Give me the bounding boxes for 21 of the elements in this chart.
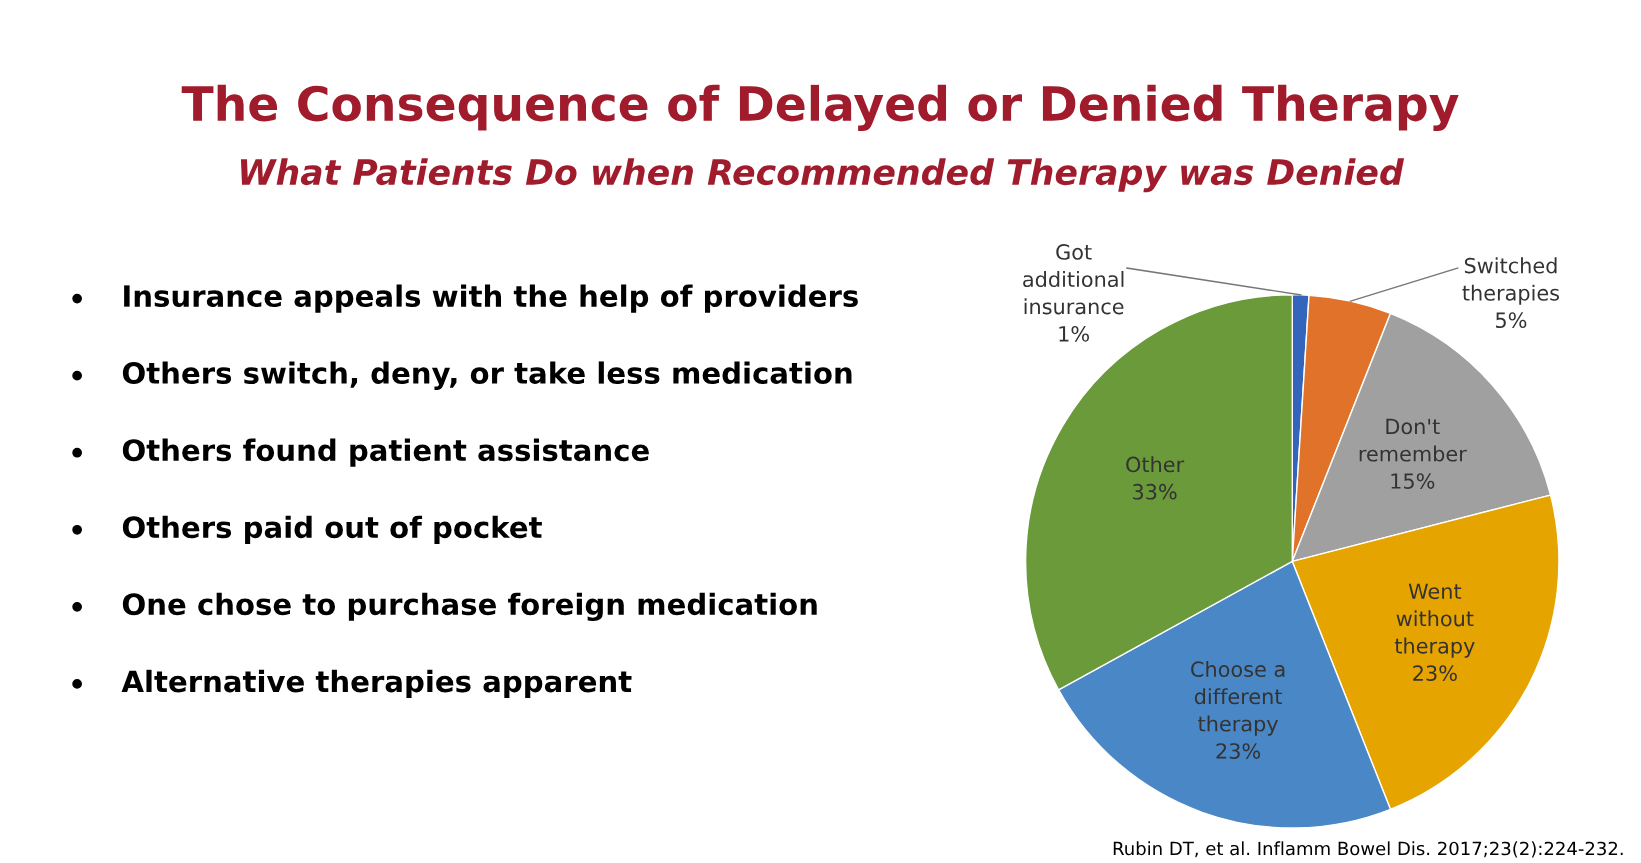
data-label: 33%	[1133, 483, 1177, 500]
text: Others paid out of pocket	[122, 515, 542, 544]
slice-label: Other	[1126, 456, 1185, 473]
data-label: 23%	[1413, 665, 1457, 681]
data-label: 15%	[1391, 473, 1435, 489]
data-label: 23%	[1216, 743, 1261, 759]
text: Others switch, deny, or take less medication	[122, 361, 852, 390]
slice-label: Got additional insurance	[1023, 244, 1124, 315]
chart-title: The Consequence of Delayed or Denied Therapy	[181, 84, 1459, 131]
text: Insurance appeals with the help of providers	[124, 284, 858, 313]
text: Rubin DT, et al. Inflamm Bowel Dis. 2017;23(2):224-232.	[1113, 841, 1623, 858]
slice-label: Went without therapy	[1394, 583, 1475, 658]
text: Alternative therapies apparent	[121, 669, 632, 699]
chart-subtitle: What Patients Do when Recommended Therapy was Denied	[240, 158, 1405, 193]
data-label: 1%	[1059, 325, 1089, 342]
text: Others found patient assistance	[122, 438, 649, 467]
slice-label: Don't remember	[1359, 418, 1467, 462]
text: One chose to purchase foreign medication	[122, 592, 817, 622]
slice-label: Choose a different therapy	[1191, 660, 1285, 736]
data-label: 5%	[1496, 312, 1527, 329]
slice-label: Switched therapies	[1462, 257, 1560, 305]
